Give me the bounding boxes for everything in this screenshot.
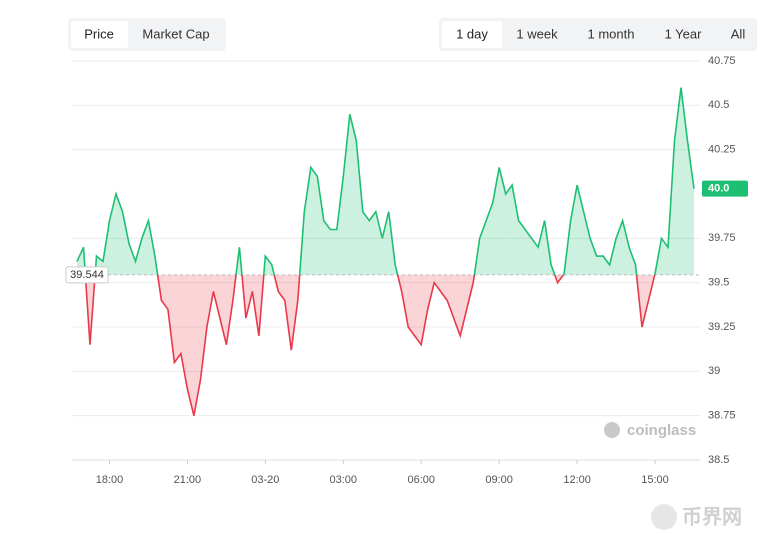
x-tick-label: 09:00: [485, 474, 513, 486]
y-tick-label: 40.25: [708, 144, 736, 156]
last-label: 40.0: [708, 183, 729, 195]
x-tick-label: 12:00: [563, 474, 591, 486]
tab-all[interactable]: All: [731, 26, 746, 41]
x-tick-label: 21:00: [174, 474, 202, 486]
tab-1-year[interactable]: 1 Year: [665, 26, 703, 41]
price-line: [76, 87, 695, 416]
x-tick-label: 03:00: [330, 474, 358, 486]
y-tick-label: 40.75: [708, 55, 736, 67]
baseline-tag: [65, 266, 109, 284]
x-tick-label: 15:00: [641, 474, 669, 486]
tab-price[interactable]: Price: [84, 26, 114, 41]
area: [77, 87, 694, 416]
y-tick-label: 39.25: [708, 321, 736, 333]
y-tick-label: 39.5: [708, 277, 729, 289]
x-tick-label: 03-20: [251, 474, 279, 486]
y-tick-label: 40.5: [708, 99, 729, 111]
metric-active: [71, 21, 128, 48]
x-tick-label: 18:00: [96, 474, 124, 486]
y-tick-label: 39.75: [708, 232, 736, 244]
tab-1-week[interactable]: 1 week: [516, 26, 558, 41]
tab-market-cap[interactable]: Market Cap: [142, 26, 209, 41]
watermark: coinglass: [627, 422, 696, 439]
x-tick-label: 06:00: [407, 474, 435, 486]
corner-watermark: 币界网: [682, 505, 742, 528]
corner-icon: [651, 504, 677, 530]
range-active: [442, 21, 502, 48]
watermark-icon: [604, 422, 620, 438]
tab-1-day[interactable]: 1 day: [456, 26, 488, 41]
baseline-label: 39.544: [70, 269, 104, 281]
y-tick-label: 38.5: [708, 454, 729, 466]
y-tick-label: 38.75: [708, 410, 736, 422]
range-switch: [439, 18, 757, 51]
tab-1-month[interactable]: 1 month: [588, 26, 635, 41]
last-tag: [702, 180, 748, 197]
y-tick-label: 39: [708, 365, 720, 377]
